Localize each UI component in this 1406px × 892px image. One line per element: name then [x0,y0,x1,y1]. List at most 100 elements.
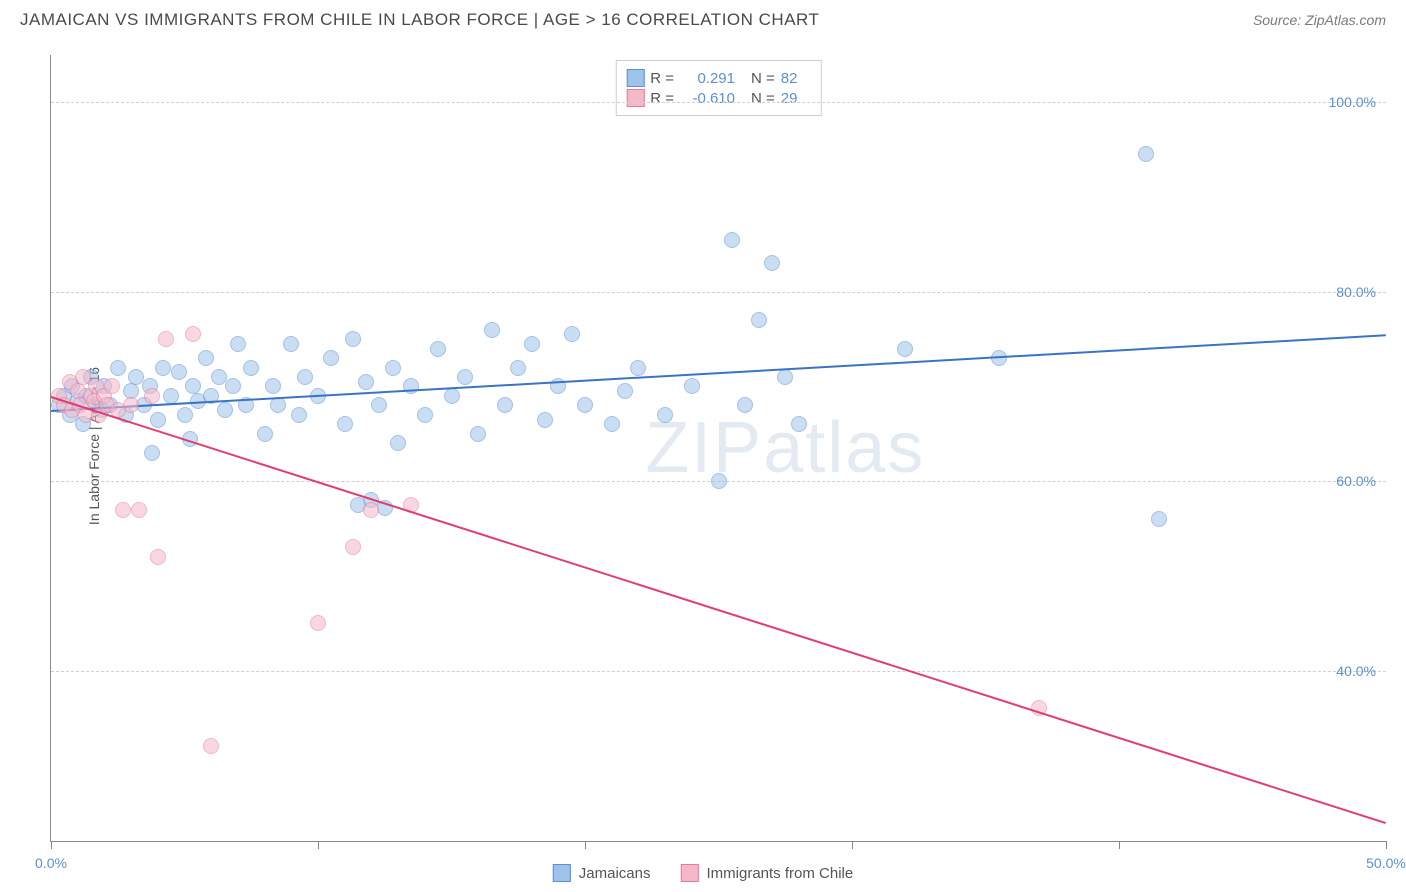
data-point [444,388,460,404]
data-point [630,360,646,376]
n-value-0: 82 [781,70,811,87]
data-point [897,341,913,357]
bottom-legend: Jamaicans Immigrants from Chile [553,864,853,882]
gridline [51,102,1386,103]
data-point [390,435,406,451]
data-point [484,322,500,338]
x-tick [51,841,52,849]
r-value-1: -0.610 [680,90,735,107]
data-point [564,326,580,342]
data-point [345,331,361,347]
watermark-text: ZIPatlas [645,407,925,489]
data-point [1138,146,1154,162]
data-point [185,326,201,342]
data-point [150,549,166,565]
data-point [177,407,193,423]
data-point [144,445,160,461]
data-point [537,412,553,428]
data-point [1151,511,1167,527]
gridline [51,671,1386,672]
data-point [358,374,374,390]
data-point [363,502,379,518]
data-point [777,369,793,385]
y-tick-label: 40.0% [1336,663,1376,679]
gridline [51,292,1386,293]
x-tick [585,841,586,849]
data-point [371,397,387,413]
data-point [171,364,187,380]
data-point [470,426,486,442]
data-point [257,426,273,442]
legend-label-0: Jamaicans [579,865,651,882]
data-point [430,341,446,357]
data-point [403,378,419,394]
source-attribution: Source: ZipAtlas.com [1253,12,1386,28]
r-label: R = [650,70,674,87]
data-point [131,502,147,518]
data-point [144,388,160,404]
data-point [104,378,120,394]
data-point [291,407,307,423]
legend-label-1: Immigrants from Chile [707,865,854,882]
data-point [150,412,166,428]
data-point [243,360,259,376]
data-point [230,336,246,352]
data-point [737,397,753,413]
data-point [510,360,526,376]
swatch-legend-0 [553,864,571,882]
data-point [323,350,339,366]
data-point [791,416,807,432]
trend-line [51,396,1387,824]
data-point [577,397,593,413]
y-tick-label: 80.0% [1336,284,1376,300]
data-point [684,378,700,394]
stats-legend-box: R = 0.291 N = 82 R = -0.610 N = 29 [615,60,822,116]
y-tick-label: 100.0% [1329,94,1376,110]
data-point [203,738,219,754]
data-point [123,397,139,413]
x-tick [1119,841,1120,849]
swatch-series-1 [626,89,644,107]
data-point [265,378,281,394]
data-point [385,360,401,376]
x-tick-label: 50.0% [1366,855,1406,871]
data-point [158,331,174,347]
data-point [198,350,214,366]
data-point [345,539,361,555]
x-tick [318,841,319,849]
data-point [217,402,233,418]
data-point [283,336,299,352]
x-tick [1386,841,1387,849]
data-point [751,312,767,328]
data-point [155,360,171,376]
data-point [457,369,473,385]
y-tick-label: 60.0% [1336,473,1376,489]
data-point [417,407,433,423]
x-tick [852,841,853,849]
data-point [310,615,326,631]
stats-row-series-0: R = 0.291 N = 82 [626,69,811,87]
data-point [524,336,540,352]
n-label: N = [751,90,775,107]
x-tick-label: 0.0% [35,855,67,871]
data-point [497,397,513,413]
data-point [115,502,131,518]
data-point [617,383,633,399]
n-label: N = [751,70,775,87]
data-point [337,416,353,432]
data-point [225,378,241,394]
data-point [657,407,673,423]
chart-title: JAMAICAN VS IMMIGRANTS FROM CHILE IN LAB… [20,10,819,30]
data-point [764,255,780,271]
r-label: R = [650,90,674,107]
swatch-legend-1 [681,864,699,882]
stats-row-series-1: R = -0.610 N = 29 [626,89,811,107]
data-point [297,369,313,385]
scatter-chart: ZIPatlas R = 0.291 N = 82 R = -0.610 N =… [50,55,1386,842]
legend-item-0: Jamaicans [553,864,651,882]
data-point [270,397,286,413]
legend-item-1: Immigrants from Chile [681,864,854,882]
n-value-1: 29 [781,90,811,107]
data-point [110,360,126,376]
data-point [604,416,620,432]
